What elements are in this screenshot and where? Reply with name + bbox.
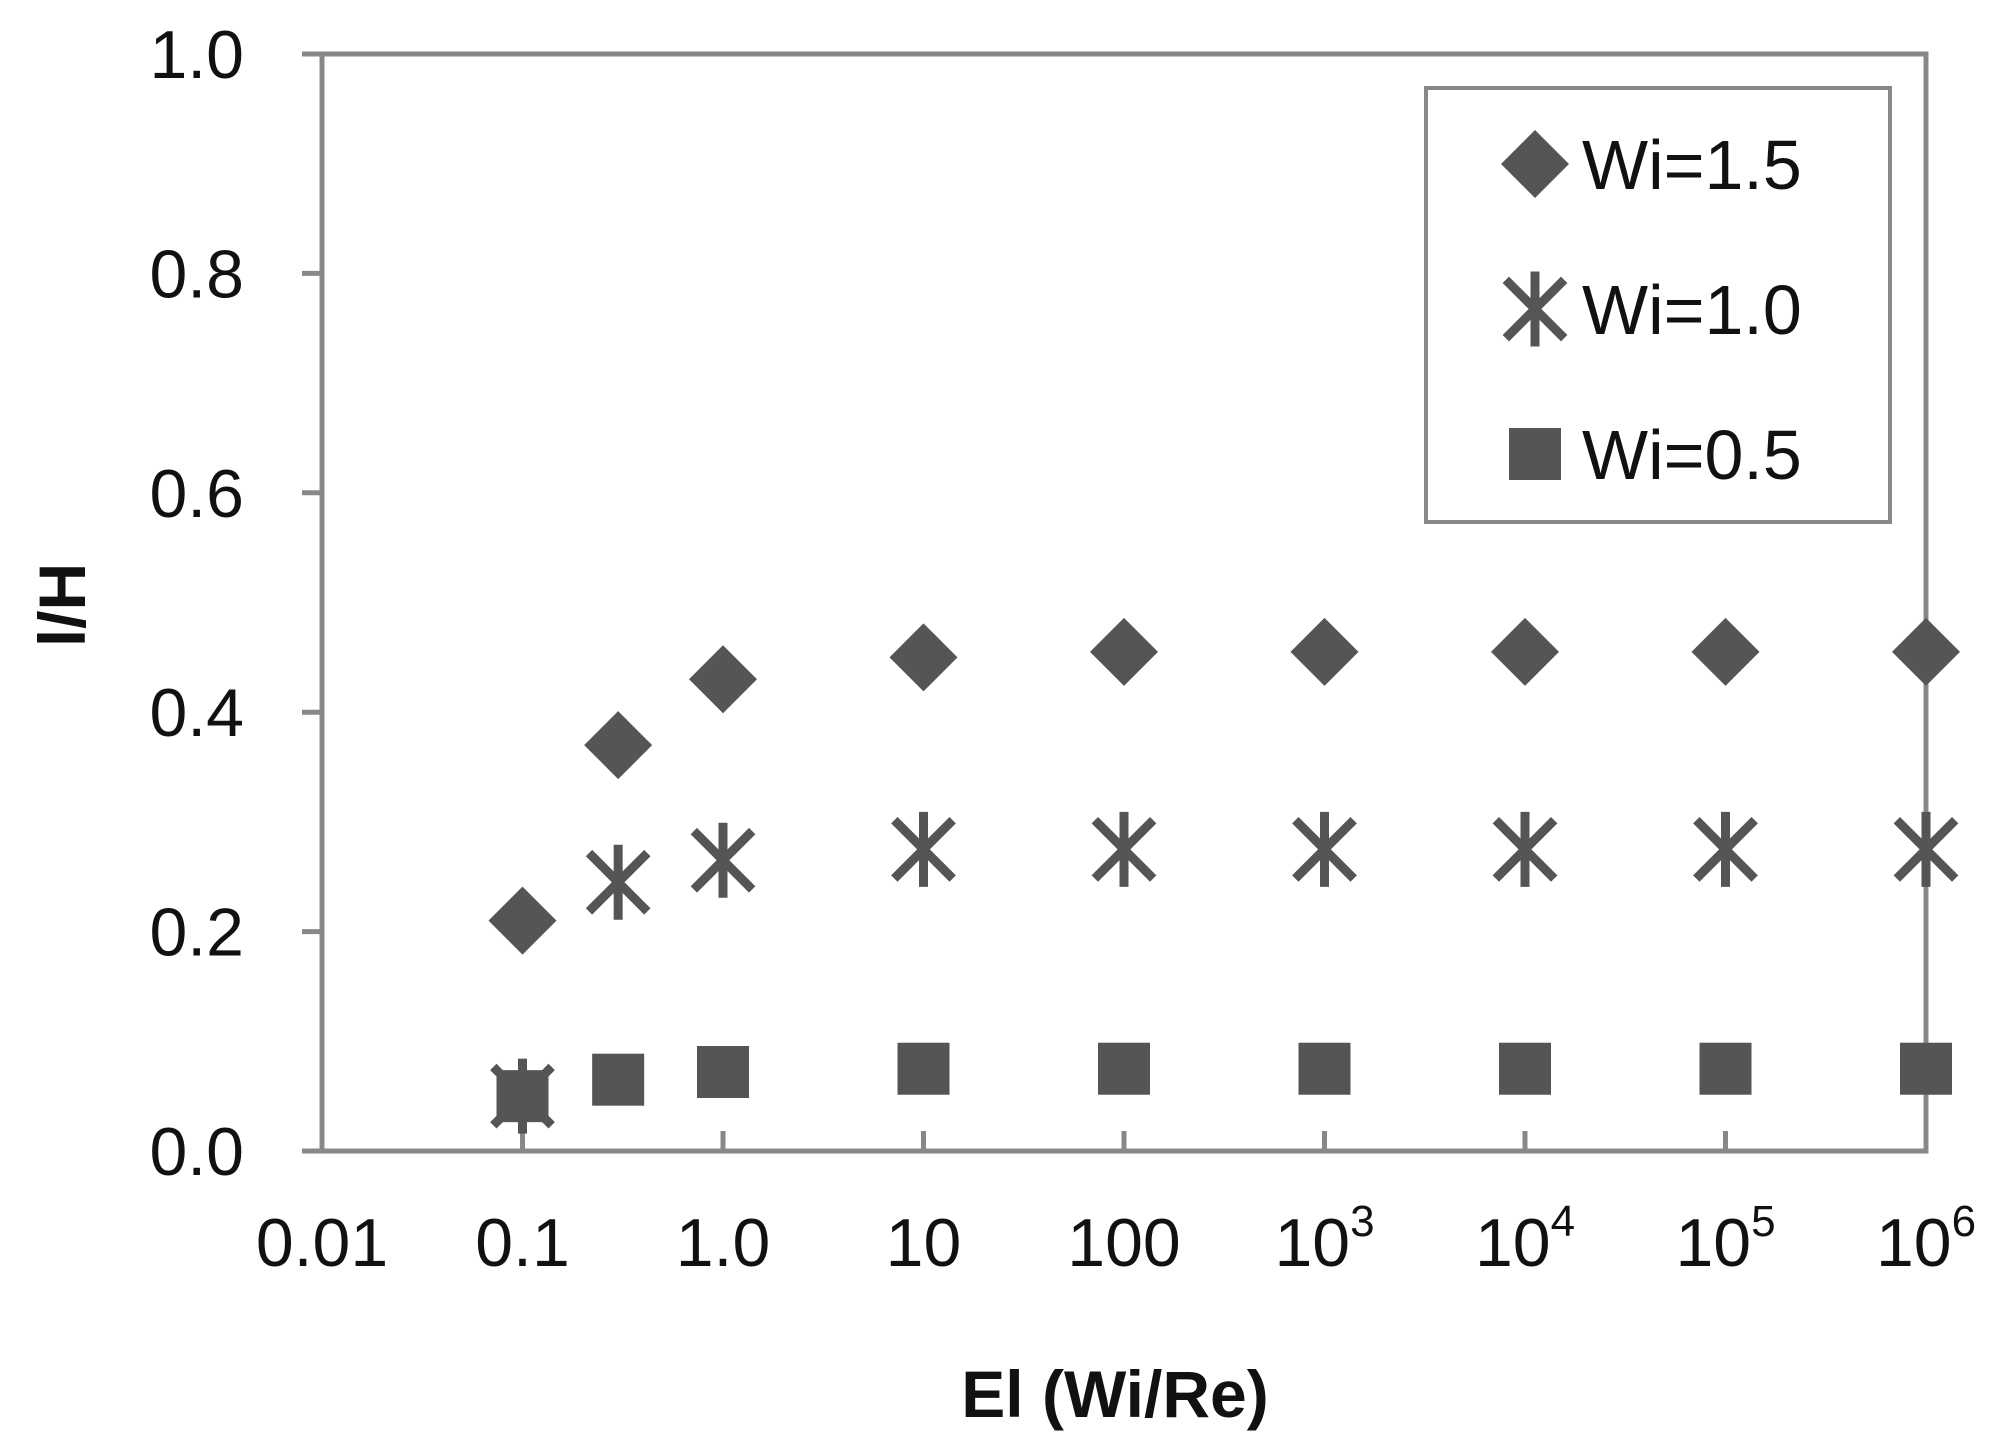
data-point-square [496, 1070, 549, 1123]
x-tick-base: 10 [1274, 1205, 1350, 1281]
x-tick-label: 104 [1475, 1197, 1575, 1281]
x-tick-label: 106 [1876, 1197, 1976, 1281]
x-tick-label: 10 [886, 1205, 962, 1281]
data-point-square [1298, 1042, 1351, 1095]
legend-marker-diamond [1501, 130, 1569, 198]
data-point-square [1499, 1042, 1551, 1095]
y-tick-label: 0.2 [149, 895, 244, 971]
x-axis-title: El (Wi/Re) [961, 1357, 1268, 1431]
legend-label: Wi=1.5 [1582, 126, 1802, 204]
legend-marker-square [1509, 428, 1561, 480]
legend: Wi=1.5 Wi=1.0 Wi=0.5 [1424, 86, 1892, 524]
data-point-asterisk [585, 844, 651, 920]
y-tick-label: 1.0 [149, 17, 244, 93]
x-tick-label: 100 [1067, 1205, 1180, 1281]
x-tick-exponent: 3 [1350, 1197, 1374, 1246]
legend-marker-asterisk [1502, 271, 1568, 347]
legend-label: Wi=1.0 [1582, 271, 1802, 349]
y-tick-label: 0.8 [149, 236, 244, 312]
x-tick-exponent: 6 [1952, 1197, 1976, 1246]
x-tick-exponent: 5 [1751, 1197, 1775, 1246]
data-point-square [592, 1053, 645, 1106]
x-tick-base: 10 [1876, 1205, 1952, 1281]
data-point-asterisk [1091, 811, 1157, 887]
y-tick-label: 0.0 [149, 1114, 244, 1190]
x-tick-exponent: 4 [1551, 1197, 1575, 1246]
y-axis-title: l/H [25, 563, 99, 647]
data-point-diamond [1491, 617, 1559, 686]
y-axis: 0.0 0.2 0.4 0.6 0.8 1.0 [149, 17, 322, 1190]
data-point-diamond [689, 645, 757, 714]
data-point-diamond [1090, 617, 1158, 686]
x-tick-label: 0.01 [256, 1205, 388, 1281]
data-point-asterisk [1693, 811, 1758, 887]
data-markers [488, 617, 1960, 1134]
data-point-square [1098, 1042, 1150, 1095]
legend-label: Wi=0.5 [1582, 416, 1802, 494]
data-point-diamond [889, 623, 958, 692]
data-point-asterisk [1893, 811, 1959, 887]
x-axis: 0.01 0.1 1.0 10 100 103 104 105 106 [256, 1131, 1976, 1281]
data-point-diamond [584, 711, 653, 780]
x-tick-base: 100 [1067, 1205, 1180, 1281]
x-tick-label: 105 [1675, 1197, 1775, 1281]
x-tick-label: 1.0 [676, 1205, 771, 1281]
x-tick-base: 10 [886, 1205, 962, 1281]
y-tick-label: 0.6 [149, 456, 244, 532]
x-tick-label: 0.1 [475, 1205, 570, 1281]
x-tick-label: 103 [1274, 1197, 1374, 1281]
x-tick-base: 1.0 [676, 1205, 771, 1281]
data-point-diamond [1892, 617, 1960, 686]
data-point-diamond [1290, 617, 1359, 686]
legend-box [1424, 86, 1892, 524]
data-point-asterisk [690, 822, 756, 898]
y-tick-label: 0.4 [149, 675, 244, 751]
x-tick-base: 0.1 [475, 1205, 570, 1281]
data-point-square [1900, 1042, 1952, 1095]
x-tick-base: 10 [1675, 1205, 1751, 1281]
data-point-diamond [1691, 617, 1760, 686]
data-point-asterisk [1292, 811, 1357, 887]
x-tick-base: 10 [1475, 1205, 1551, 1281]
data-point-asterisk [1492, 811, 1558, 887]
x-tick-base: 0.01 [256, 1205, 388, 1281]
data-point-square [1699, 1042, 1752, 1095]
data-point-diamond [488, 886, 557, 955]
data-point-square [897, 1042, 950, 1095]
data-point-asterisk [891, 811, 956, 887]
data-point-square [697, 1046, 749, 1099]
